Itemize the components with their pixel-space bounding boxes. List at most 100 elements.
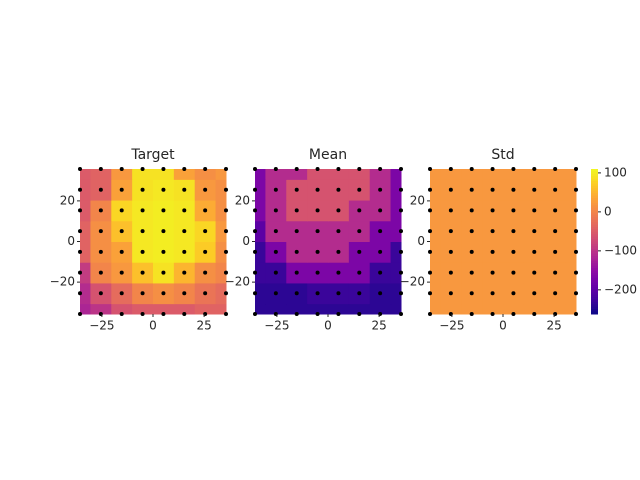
sample-point <box>490 312 495 316</box>
sample-point <box>574 208 578 213</box>
sample-point <box>532 187 537 192</box>
sample-point <box>253 229 257 234</box>
y-tick-label: 0 <box>242 234 250 248</box>
sample-point <box>378 291 383 296</box>
contour-cell <box>194 303 217 315</box>
sample-point <box>98 208 103 213</box>
contour-cell <box>390 179 402 201</box>
colorbar-segment <box>591 292 598 296</box>
colorbar-tick-label: 100 <box>604 165 627 179</box>
sample-point <box>140 291 145 296</box>
sample-point <box>78 312 82 316</box>
y-tick-label: 20 <box>235 193 250 207</box>
colorbar-segment <box>591 210 598 213</box>
sample-point <box>253 291 257 296</box>
sample-point <box>294 249 299 254</box>
sample-point <box>203 229 208 234</box>
sample-point <box>119 187 124 192</box>
sample-point <box>182 167 187 171</box>
x-tick-label: 25 <box>196 319 211 333</box>
sample-point <box>469 167 474 171</box>
colorbar-segment <box>591 231 598 235</box>
contour-cell <box>503 169 525 180</box>
sample-point <box>203 187 208 192</box>
sample-point <box>511 229 516 234</box>
contour-cell <box>255 169 266 180</box>
sample-point <box>448 208 453 213</box>
contour-cell <box>215 282 227 305</box>
sample-point <box>78 167 82 171</box>
y-tick-label: −20 <box>400 275 425 289</box>
sample-point <box>378 229 383 234</box>
contour-cell <box>255 179 266 201</box>
colorbar-tick-label: −200 <box>604 282 637 296</box>
panel-title: Target <box>130 147 175 163</box>
contour-cell <box>369 303 392 315</box>
sample-point <box>336 249 341 254</box>
contour-cell <box>255 220 266 242</box>
sample-point <box>294 229 299 234</box>
sample-point <box>78 291 82 296</box>
sample-point <box>224 229 228 234</box>
sample-point <box>98 270 103 275</box>
contour-cell <box>430 220 441 242</box>
contour-cell <box>461 303 483 315</box>
sample-point <box>161 249 166 254</box>
colorbar-segment <box>591 246 598 250</box>
sample-point <box>378 208 383 213</box>
sample-point <box>490 167 495 171</box>
contour-cell <box>390 303 402 315</box>
sample-point <box>553 187 558 192</box>
sample-point <box>182 291 187 296</box>
y-tick-label: −20 <box>50 275 75 289</box>
contour-cell <box>430 303 441 315</box>
sample-point <box>399 312 403 316</box>
colorbar-segment <box>591 275 598 279</box>
sample-point <box>532 229 537 234</box>
colorbar-segment <box>591 289 598 293</box>
contour-cell <box>132 303 154 315</box>
sample-point <box>378 187 383 192</box>
contour-cell <box>390 282 402 305</box>
contour-cell <box>80 179 91 201</box>
sample-point <box>469 249 474 254</box>
sample-point <box>357 229 362 234</box>
sample-point <box>336 270 341 275</box>
sample-point <box>294 208 299 213</box>
sample-point <box>182 208 187 213</box>
sample-point <box>357 270 362 275</box>
sample-point <box>553 167 558 171</box>
contour-cell <box>215 241 227 263</box>
colorbar-segment <box>591 190 598 194</box>
sample-point <box>224 167 228 171</box>
contour-cell <box>90 303 112 315</box>
sample-point <box>574 187 578 192</box>
sample-point <box>511 312 516 316</box>
contour-cell <box>565 179 577 201</box>
sample-point <box>140 249 145 254</box>
contour-cell <box>482 303 504 315</box>
colorbar-segment <box>591 287 598 291</box>
contour-cell <box>390 200 402 222</box>
sample-point <box>253 312 257 316</box>
colorbar-segment <box>591 280 598 284</box>
sample-point <box>336 229 341 234</box>
sample-point <box>399 208 403 213</box>
sample-point <box>182 229 187 234</box>
x-tick-label: 0 <box>149 319 157 333</box>
colorbar-segment <box>591 241 598 245</box>
sample-point <box>469 229 474 234</box>
contour-cell <box>328 303 350 315</box>
sample-point <box>428 208 432 213</box>
x-tick-label: 0 <box>499 319 507 333</box>
colorbar-segment <box>591 200 598 204</box>
sample-point <box>161 229 166 234</box>
contour-cell <box>565 262 577 284</box>
contour-cell <box>523 169 546 180</box>
sample-point <box>428 187 432 192</box>
colorbar-segment <box>591 229 598 233</box>
contour-cell <box>369 169 392 180</box>
sample-point <box>294 270 299 275</box>
sample-point <box>448 229 453 234</box>
